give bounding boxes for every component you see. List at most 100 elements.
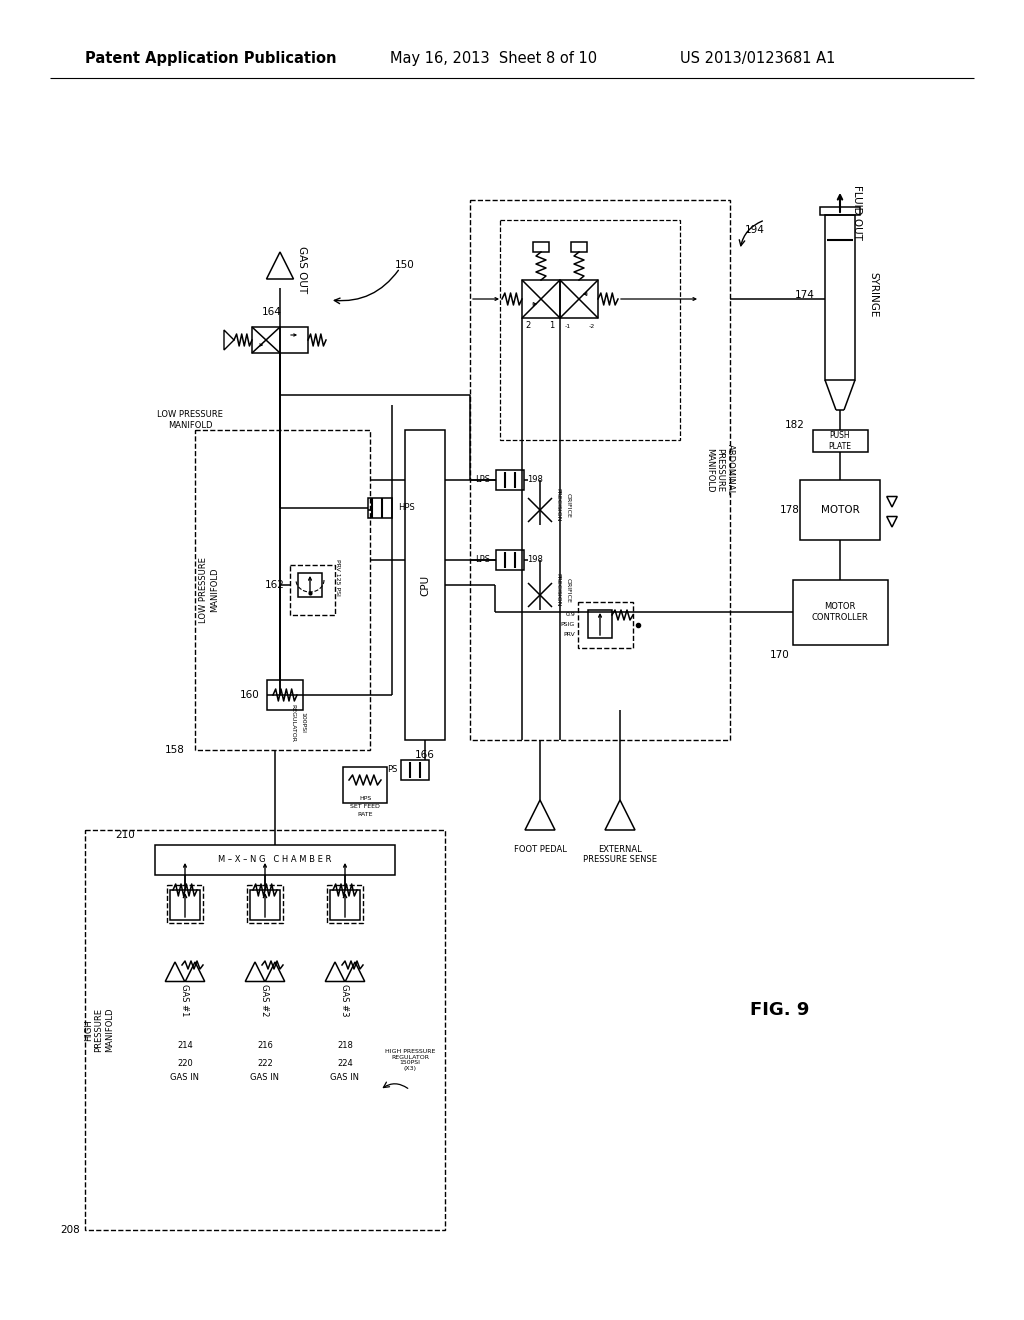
Bar <box>522 280 560 318</box>
Bar <box>290 565 335 615</box>
Text: 0.9: 0.9 <box>565 612 575 618</box>
Bar <box>343 767 387 803</box>
Text: 178: 178 <box>780 506 800 515</box>
Text: SYRINGE: SYRINGE <box>868 272 878 318</box>
Text: ORIFICE: ORIFICE <box>565 578 570 602</box>
Text: 150: 150 <box>395 260 415 271</box>
Text: 220: 220 <box>177 1059 193 1068</box>
Text: US 2013/0123681 A1: US 2013/0123681 A1 <box>680 50 836 66</box>
Bar <box>401 760 429 780</box>
Bar <box>167 884 203 923</box>
Text: PRV 125 PSI: PRV 125 PSI <box>336 558 341 595</box>
Text: LOW PRESSURE
MANIFOLD: LOW PRESSURE MANIFOLD <box>200 557 219 623</box>
Text: -2: -2 <box>589 323 595 329</box>
Text: REGULATOR: REGULATOR <box>290 704 295 742</box>
Bar <box>195 430 370 750</box>
Text: PSIG: PSIG <box>561 623 575 627</box>
Bar <box>470 201 730 741</box>
Bar <box>588 610 612 638</box>
Text: GAS #1: GAS #1 <box>180 983 189 1016</box>
Bar <box>813 430 868 451</box>
Bar <box>820 207 860 215</box>
Text: 166: 166 <box>415 750 435 760</box>
Text: EXTERNAL: EXTERNAL <box>598 846 642 854</box>
Bar <box>280 327 308 352</box>
Bar <box>267 680 303 710</box>
Text: 208: 208 <box>60 1225 80 1236</box>
Text: MOTOR: MOTOR <box>820 506 859 515</box>
Text: 170: 170 <box>770 649 790 660</box>
Text: 164: 164 <box>262 308 282 317</box>
Text: PS: PS <box>387 766 397 775</box>
Text: PRECISION: PRECISION <box>555 488 560 521</box>
Bar <box>327 884 362 923</box>
Text: FLUID OUT: FLUID OUT <box>852 185 862 240</box>
Text: PRESSURE SENSE: PRESSURE SENSE <box>583 855 657 865</box>
Text: 158: 158 <box>165 744 185 755</box>
Bar <box>406 430 445 741</box>
Bar <box>825 215 855 380</box>
Bar <box>800 480 880 540</box>
Text: GAS #2: GAS #2 <box>260 983 269 1016</box>
Text: 162: 162 <box>265 579 285 590</box>
Bar <box>252 327 280 352</box>
Text: 210: 210 <box>116 830 135 840</box>
Text: ORIFICE: ORIFICE <box>565 492 570 517</box>
Bar <box>155 845 395 875</box>
Bar <box>368 498 392 517</box>
Text: 160: 160 <box>241 690 260 700</box>
Bar <box>170 890 200 920</box>
Text: 2: 2 <box>525 322 530 330</box>
Bar <box>250 890 280 920</box>
Text: GAS OUT: GAS OUT <box>297 247 307 293</box>
Text: GAS IN: GAS IN <box>171 1073 200 1082</box>
Text: 182: 182 <box>785 420 805 430</box>
Text: 216: 216 <box>257 1040 273 1049</box>
Bar <box>496 550 524 570</box>
Text: ABDOMINAL
PRESSURE
MANIFOLD: ABDOMINAL PRESSURE MANIFOLD <box>706 445 735 495</box>
Text: 198: 198 <box>527 475 543 484</box>
Bar <box>330 890 360 920</box>
Bar <box>500 220 680 440</box>
Text: LPS: LPS <box>475 556 490 565</box>
Bar <box>85 830 445 1230</box>
Text: 100PSI: 100PSI <box>300 713 305 734</box>
Text: PUSH
PLATE: PUSH PLATE <box>828 432 852 450</box>
Bar <box>298 573 322 597</box>
Text: SET FEED: SET FEED <box>350 804 380 809</box>
Bar <box>578 602 633 648</box>
Text: RATE: RATE <box>357 813 373 817</box>
Text: HIGH PRESSURE
REGULATOR
150PSI
(X3): HIGH PRESSURE REGULATOR 150PSI (X3) <box>385 1049 435 1072</box>
Text: 198: 198 <box>527 556 543 565</box>
Text: 224: 224 <box>337 1059 353 1068</box>
Text: CPU: CPU <box>420 574 430 595</box>
Text: PRECISION: PRECISION <box>555 573 560 607</box>
Text: -1: -1 <box>565 323 571 329</box>
Text: HPS: HPS <box>398 503 415 512</box>
Bar <box>793 579 888 645</box>
Text: 218: 218 <box>337 1040 353 1049</box>
Text: HPS: HPS <box>358 796 371 801</box>
Text: 1: 1 <box>549 322 555 330</box>
Bar <box>534 242 549 252</box>
Bar <box>247 884 283 923</box>
Text: 222: 222 <box>257 1059 272 1068</box>
Text: GAS IN: GAS IN <box>331 1073 359 1082</box>
Text: FIG. 9: FIG. 9 <box>751 1001 810 1019</box>
Bar <box>496 470 524 490</box>
Text: FOOT PEDAL: FOOT PEDAL <box>514 846 566 854</box>
Text: 174: 174 <box>795 290 815 300</box>
Text: GAS #3: GAS #3 <box>341 983 349 1016</box>
Text: 214: 214 <box>177 1040 193 1049</box>
Bar <box>571 242 587 252</box>
Text: MOTOR
CONTROLLER: MOTOR CONTROLLER <box>812 602 868 622</box>
Text: Patent Application Publication: Patent Application Publication <box>85 50 337 66</box>
Text: LOW PRESSURE
MANIFOLD: LOW PRESSURE MANIFOLD <box>157 411 223 430</box>
Text: 194: 194 <box>745 224 765 235</box>
Text: PRV: PRV <box>563 632 575 638</box>
Text: LPS: LPS <box>475 475 490 484</box>
Bar <box>560 280 598 318</box>
Text: GAS IN: GAS IN <box>251 1073 280 1082</box>
Text: May 16, 2013  Sheet 8 of 10: May 16, 2013 Sheet 8 of 10 <box>390 50 597 66</box>
Text: M – X – N G   C H A M B E R: M – X – N G C H A M B E R <box>218 855 332 865</box>
